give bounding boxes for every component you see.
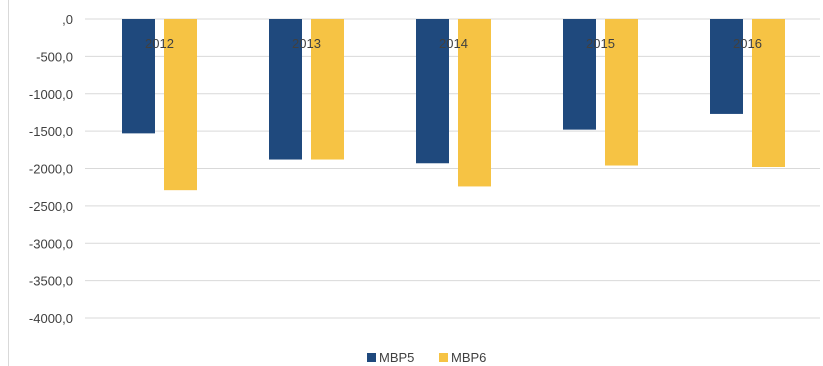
bar-mbp5-2016	[710, 19, 743, 114]
category-label: 2012	[145, 36, 174, 51]
bar-mbp5-2014	[416, 19, 449, 164]
gridlines	[85, 18, 820, 319]
bar-mbp6-2013	[311, 19, 344, 160]
legend-label-mbp5: MBP5	[379, 350, 414, 365]
bar-mbp5-2012	[122, 19, 155, 134]
legend-swatch-mbp6	[439, 353, 448, 362]
y-axis-labels: ,0 -500,0 -1000,0 -1500,0 -2000,0 -2500,0 -300…	[29, 12, 73, 326]
category-label: 2014	[439, 36, 468, 51]
y-tick-label: -4000,0	[29, 311, 73, 326]
y-tick-label: -1000,0	[29, 87, 73, 102]
category-label: 2013	[292, 36, 321, 51]
bar-mbp6-2016	[752, 19, 785, 168]
legend-label-mbp6: MBP6	[451, 350, 486, 365]
y-tick-label: -3000,0	[29, 236, 73, 251]
y-tick-label: -2000,0	[29, 162, 73, 177]
category-label: 2016	[733, 36, 762, 51]
category-label: 2015	[586, 36, 615, 51]
legend-swatch-mbp5	[367, 353, 376, 362]
bar-mbp5-2013	[269, 19, 302, 160]
bar-mbp5-2015	[563, 19, 596, 130]
y-tick-label: -2500,0	[29, 199, 73, 214]
bars	[122, 19, 785, 191]
y-tick-label: ,0	[62, 12, 73, 27]
bar-mbp6-2012	[164, 19, 197, 191]
legend: MBP5 MBP6	[367, 350, 486, 365]
y-tick-label: -3500,0	[29, 274, 73, 289]
chart-left-border	[8, 0, 9, 366]
y-tick-label: -500,0	[36, 49, 73, 64]
bar-mbp6-2015	[605, 19, 638, 166]
bar-mbp6-2014	[458, 19, 491, 187]
category-labels: 2012 2013 2014 2015 2016	[145, 36, 762, 51]
y-tick-label: -1500,0	[29, 124, 73, 139]
